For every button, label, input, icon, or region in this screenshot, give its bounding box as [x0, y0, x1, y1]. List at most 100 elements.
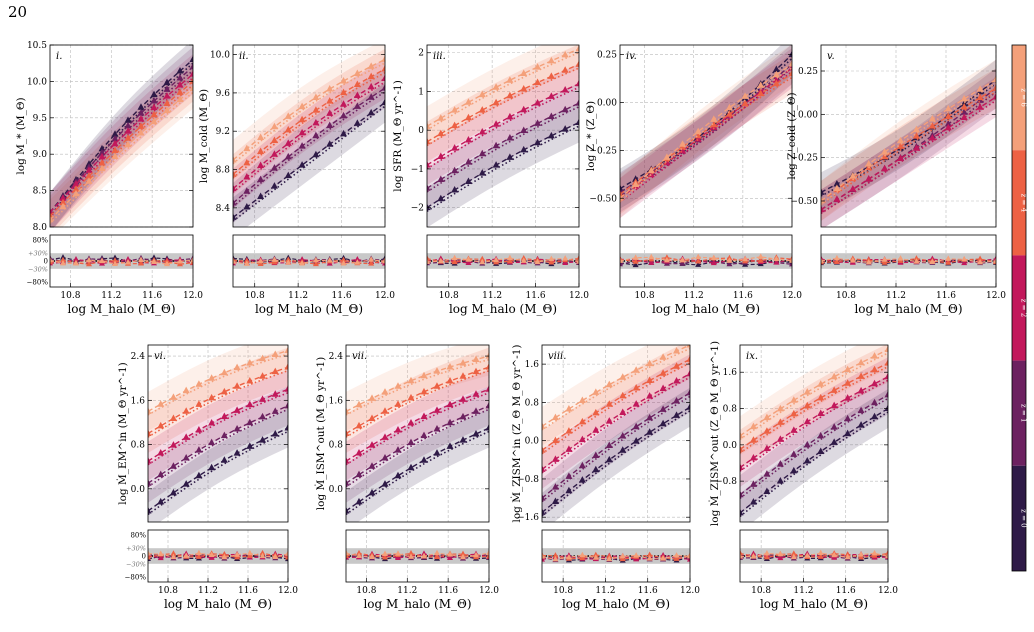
residual-point [632, 261, 639, 268]
residual-point [679, 256, 686, 263]
data-point [312, 150, 320, 158]
data-point [355, 400, 363, 408]
data-point [547, 56, 555, 64]
residual-point [157, 554, 164, 561]
residual-point [844, 553, 851, 560]
data-point [803, 417, 811, 425]
y-tick-label: 2.4 [329, 352, 344, 362]
residual-point [354, 259, 361, 265]
data-point [163, 78, 171, 86]
data-point [284, 171, 292, 179]
data-point [407, 376, 415, 384]
residual-frame [426, 234, 580, 288]
residual-point [99, 257, 105, 264]
y-tick-label: 10.0 [27, 77, 47, 87]
data-point [163, 106, 171, 114]
model-line-z=4 [148, 369, 288, 438]
colorbar-segment [1012, 45, 1026, 151]
residual-point [112, 257, 118, 263]
residual-point [849, 257, 856, 263]
data-point [246, 377, 254, 384]
data-point [312, 118, 320, 126]
data-point [368, 414, 376, 421]
plot-frame [345, 344, 490, 523]
data-point [817, 380, 825, 387]
scatter-band-z=4 [740, 345, 888, 469]
scatter-band-z=2 [346, 369, 489, 481]
data-point [884, 345, 888, 353]
data-point [381, 407, 389, 414]
data-point [578, 461, 586, 469]
data-point [542, 508, 546, 515]
data-point [98, 148, 106, 156]
data-point [772, 75, 780, 83]
data-point [686, 403, 690, 410]
residual-point [493, 256, 500, 263]
y-tick-label: 0.8 [329, 441, 344, 451]
data-point [157, 449, 165, 456]
data-point [592, 388, 600, 395]
residual-point [881, 256, 888, 262]
page-number: 20 [8, 3, 28, 21]
data-point [233, 213, 237, 220]
residual-line [233, 258, 385, 265]
data-point [976, 85, 984, 92]
data-point [776, 460, 784, 467]
residual-point [929, 258, 936, 265]
data-point [605, 380, 613, 388]
model-line-z=1 [148, 408, 288, 488]
data-point [437, 175, 445, 182]
data-point [857, 386, 865, 394]
data-point [472, 390, 480, 397]
residual-point [233, 258, 236, 264]
data-point [433, 449, 441, 456]
data-point [367, 82, 375, 90]
data-point [355, 497, 363, 505]
residual-point [382, 550, 388, 556]
plot-area [233, 45, 385, 227]
data-point [565, 445, 573, 452]
model-line-z=2 [346, 392, 489, 466]
residual-point [170, 553, 177, 560]
data-point [857, 406, 865, 414]
residual-point [437, 257, 444, 264]
scatter-band-z=2 [542, 354, 690, 489]
residual-point [740, 549, 743, 556]
data-point [673, 362, 681, 369]
data-point [346, 479, 350, 486]
residual-point [961, 259, 968, 266]
series-line-z=0 [50, 59, 193, 213]
data-point [547, 72, 555, 79]
data-point [381, 480, 389, 487]
model-line-z=6 [542, 347, 690, 431]
residual-point [542, 553, 545, 559]
data-point [284, 125, 292, 133]
data-point [326, 84, 334, 92]
data-point [478, 169, 486, 176]
data-point [243, 144, 251, 152]
data-point [790, 409, 798, 417]
residual-point [871, 549, 878, 556]
residual-point [73, 259, 79, 266]
data-point [542, 446, 546, 453]
x-axis-label: log M_halo (M_Θ) [255, 302, 363, 316]
data-point [897, 154, 905, 161]
scatter-band-z=1 [346, 386, 489, 503]
residual-point [195, 553, 202, 559]
data-point [659, 369, 667, 376]
scatter-band-z=0 [50, 45, 193, 227]
data-point [243, 158, 251, 166]
residual-point [340, 260, 347, 266]
data-point [420, 431, 428, 439]
residual-point [740, 553, 743, 559]
data-point [284, 346, 288, 354]
series-line-z=6 [740, 348, 888, 437]
data-point [551, 483, 559, 490]
data-point [659, 419, 667, 427]
data-point [270, 136, 278, 144]
residual-point [858, 553, 865, 560]
residual-point [576, 254, 579, 261]
data-point [451, 121, 459, 129]
series-line-z=2 [740, 376, 888, 469]
data-point [788, 69, 792, 77]
